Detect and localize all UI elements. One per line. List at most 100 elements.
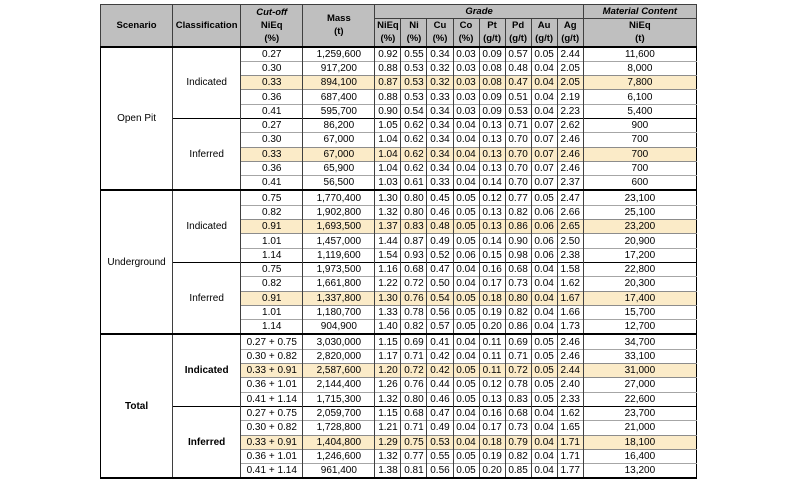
cutoff-cell: 0.36 + 1.01 (240, 377, 303, 393)
header-grade-col-cu: Cu (%) (426, 18, 454, 47)
grade-cell: 0.05 (452, 290, 480, 306)
grade-cell: 0.47 (426, 261, 453, 277)
grade-cell: 2.46 (556, 146, 584, 162)
grade-cell: 2.38 (556, 247, 584, 263)
grade-cell: 0.78 (400, 304, 427, 320)
grade-cell: 0.05 (452, 219, 480, 234)
grade-cell: 1.17 (374, 348, 401, 364)
grade-cell: 0.04 (452, 132, 480, 148)
grade-cell: 0.98 (504, 247, 532, 263)
grade-cell: 0.81 (400, 463, 427, 479)
material-content-cell: 23,700 (582, 405, 697, 421)
grade-cell: 0.13 (478, 391, 506, 407)
grade-cell: 1.62 (556, 405, 584, 421)
grade-cell: 0.62 (400, 160, 427, 176)
grade-cell: 2.47 (556, 189, 584, 206)
cutoff-cell: 0.27 (240, 117, 303, 133)
grade-cell: 1.15 (374, 333, 401, 350)
header-material-sub: NiEq (t) (582, 18, 698, 47)
grade-cell: 2.50 (556, 233, 584, 249)
grade-cell: 0.62 (400, 146, 427, 162)
mass-cell: 595,700 (302, 103, 375, 119)
grade-cell: 0.13 (478, 146, 506, 162)
mass-cell: 65,900 (302, 160, 375, 176)
table-row: 0.33 67,000 1.04 0.62 0.34 0.04 0.13 0.70 0.07 2.… (101, 146, 697, 162)
grade-cell: 0.71 (400, 420, 427, 436)
grade-cell: 0.79 (504, 434, 532, 450)
grade-cell: 0.82 (504, 204, 532, 220)
grade-cell: 0.03 (452, 45, 480, 62)
table-row: 0.82 1,661,800 1.22 0.72 0.50 0.04 0.17 0.73 0.0… (101, 276, 697, 292)
grade-cell: 0.44 (426, 377, 453, 393)
header-grade-col-ni: Ni (%) (400, 18, 428, 47)
table-row: 0.33 + 0.91 1,404,800 1.29 0.75 0.53 0.04 0.18… (101, 434, 697, 450)
cutoff-cell: 1.01 (240, 304, 303, 320)
grade-cell: 0.83 (400, 219, 427, 234)
material-content-cell: 17,200 (582, 247, 697, 263)
table-row: 1.14 904,900 1.40 0.82 0.57 0.05 0.20 0.86 0.04 1… (101, 319, 697, 335)
cutoff-cell: 0.33 + 0.91 (240, 363, 303, 378)
cutoff-cell: 0.27 + 0.75 (240, 333, 303, 350)
grade-cell: 1.32 (374, 391, 401, 407)
grade-cell: 0.04 (452, 348, 480, 364)
material-content-cell: 23,100 (582, 189, 697, 206)
mass-cell: 67,000 (302, 146, 375, 162)
material-content-cell: 15,700 (582, 304, 697, 320)
grade-cell: 1.62 (556, 276, 584, 292)
grade-cell: 0.68 (504, 261, 532, 277)
grade-cell: 0.12 (478, 377, 506, 393)
grade-cell: 0.77 (400, 448, 427, 464)
grade-cell: 0.04 (530, 405, 558, 421)
grade-cell: 1.40 (374, 319, 401, 335)
grade-cell: 0.82 (400, 319, 427, 335)
mass-cell: 1,404,800 (302, 434, 375, 450)
grade-cell: 0.54 (426, 290, 453, 306)
grade-cell: 2.46 (556, 348, 584, 364)
grade-cell: 0.05 (452, 363, 480, 378)
grade-cell: 0.47 (504, 75, 532, 90)
grade-cell: 0.92 (374, 45, 401, 62)
grade-cell: 0.71 (504, 348, 532, 364)
grade-cell: 0.88 (374, 60, 401, 76)
classification-cell: Indicated (172, 189, 241, 263)
grade-cell: 0.08 (478, 60, 506, 76)
grade-cell: 1.71 (556, 448, 584, 464)
grade-cell: 0.34 (426, 160, 453, 176)
material-content-cell: 18,100 (582, 434, 697, 450)
grade-cell: 1.65 (556, 420, 584, 436)
grade-cell: 0.04 (530, 463, 558, 479)
table-row: 0.91 1,337,800 1.30 0.76 0.54 0.05 0.18 0.80 0.0… (101, 290, 697, 306)
grade-cell: 1.66 (556, 304, 584, 320)
grade-cell: 0.05 (452, 204, 480, 220)
grade-cell: 0.55 (400, 45, 427, 62)
material-content-cell: 23,200 (582, 219, 697, 234)
cutoff-cell: 0.41 (240, 103, 303, 119)
grade-cell: 0.33 (426, 175, 453, 191)
grade-cell: 0.72 (400, 276, 427, 292)
material-content-cell: 900 (582, 117, 697, 133)
grade-cell: 0.68 (400, 261, 427, 277)
cutoff-cell: 0.27 (240, 45, 303, 62)
material-content-cell: 21,000 (582, 420, 697, 436)
grade-cell: 1.16 (374, 261, 401, 277)
grade-cell: 1.44 (374, 233, 401, 249)
grade-cell: 0.03 (452, 103, 480, 119)
grade-cell: 2.46 (556, 160, 584, 176)
grade-cell: 0.47 (426, 405, 453, 421)
grade-cell: 0.68 (504, 405, 532, 421)
table-row: 0.30 917,200 0.88 0.53 0.32 0.03 0.08 0.48 0.04 2… (101, 60, 697, 76)
grade-cell: 0.12 (478, 189, 506, 206)
mass-cell: 1,902,800 (302, 204, 375, 220)
grade-cell: 1.37 (374, 219, 401, 234)
table-row: Inferred 0.27 86,200 1.05 0.62 0.34 0.04 0.13 0.… (101, 117, 697, 191)
grade-cell: 0.53 (400, 89, 427, 105)
grade-cell: 0.80 (400, 189, 427, 206)
grade-cell: 0.04 (452, 276, 480, 292)
cutoff-cell: 0.91 (240, 219, 303, 234)
header-cutoff: Cut-off NiEq (%) (240, 4, 304, 47)
mass-cell: 56,500 (302, 175, 375, 191)
table-row: Inferred 0.75 1,973,500 1.16 0.68 0.47 0.04 0.1… (101, 261, 697, 335)
material-content-cell: 17,400 (582, 290, 697, 306)
mass-cell: 917,200 (302, 60, 375, 76)
grade-cell: 0.07 (530, 175, 558, 191)
